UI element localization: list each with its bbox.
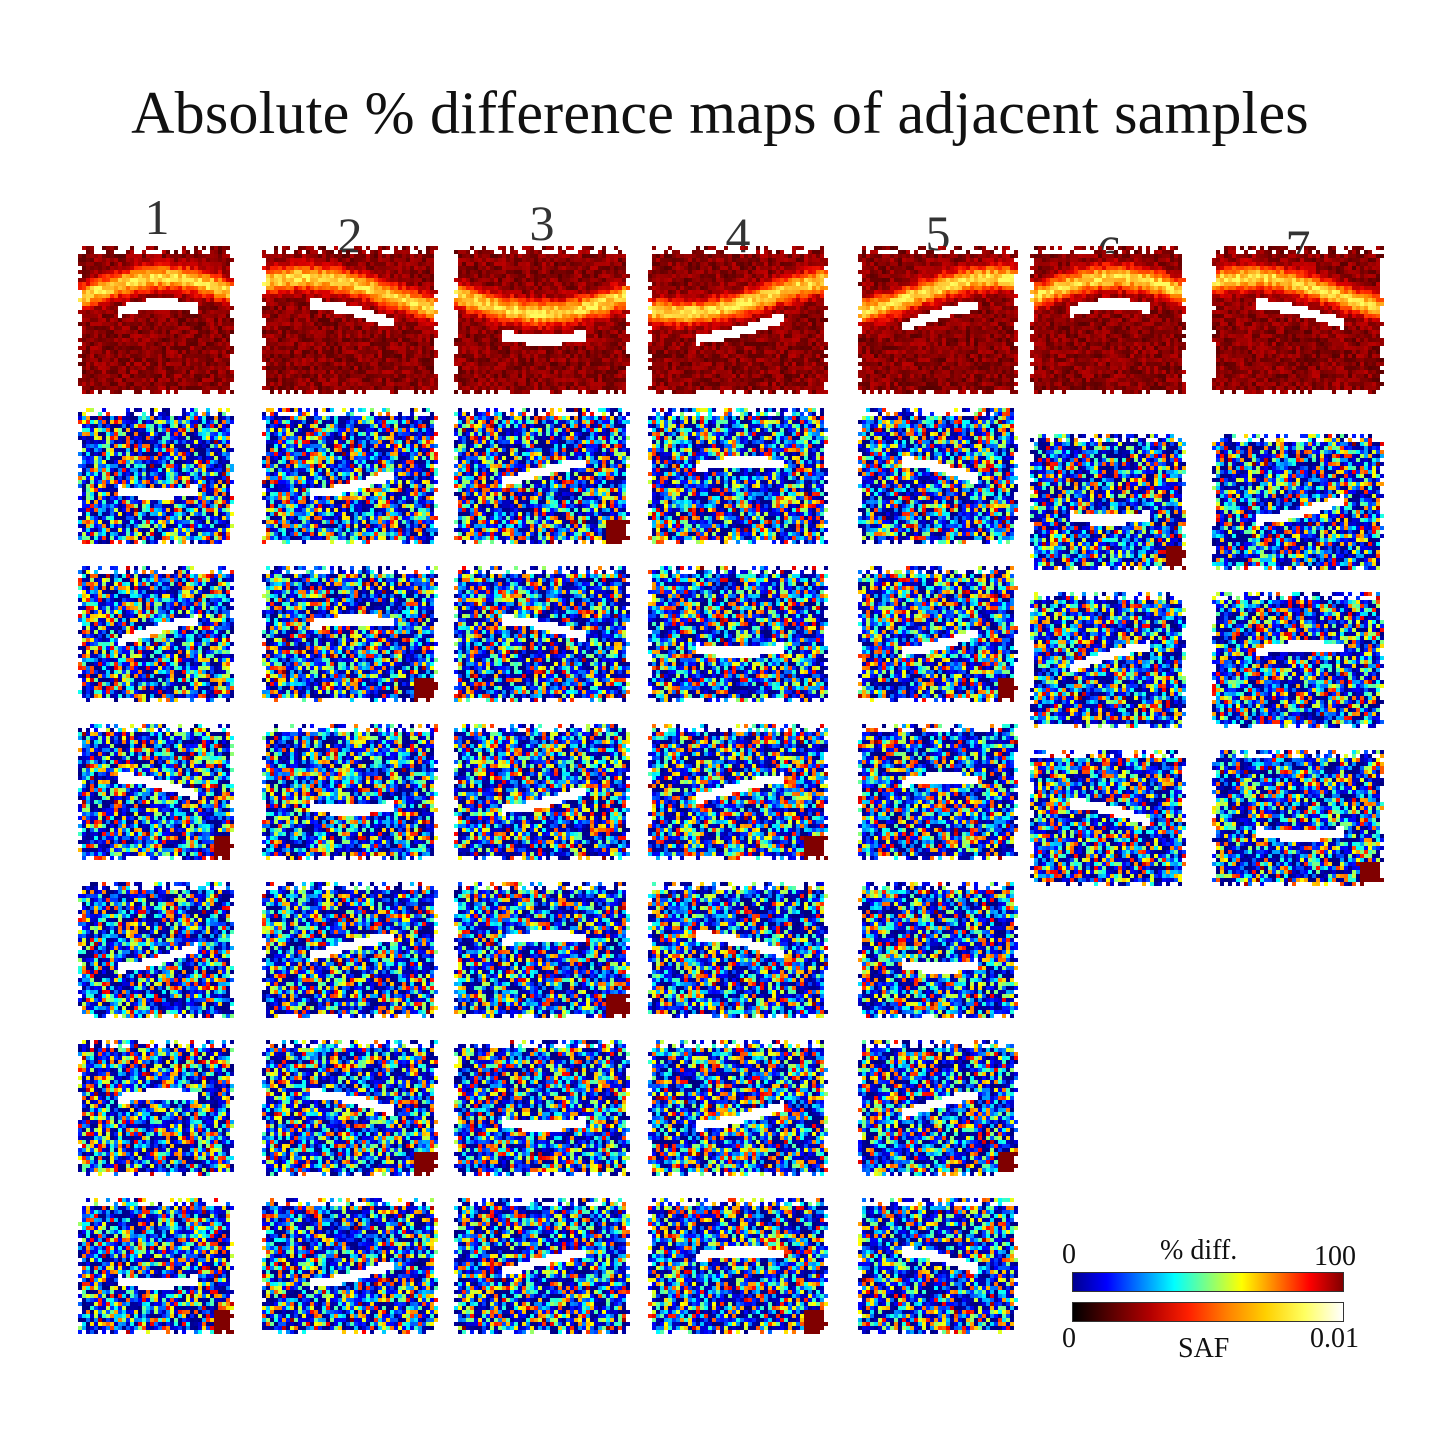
diff-map-sample-7-row-3 (1212, 592, 1384, 728)
diff-map-sample-6-row-3 (1030, 592, 1186, 728)
diff-map-sample-2-row-4 (262, 724, 438, 860)
saf-colorbar (1072, 1302, 1344, 1322)
saf-map-sample-3 (454, 246, 630, 394)
diff-map-sample-1-row-3 (78, 566, 234, 702)
column-label-1: 1 (145, 192, 170, 242)
diff-map-sample-3-row-7 (454, 1198, 630, 1334)
diff-map-sample-5-row-5 (858, 882, 1018, 1018)
saf-colorbar-max: 0.01 (1310, 1324, 1359, 1354)
diff-map-sample-5-row-2 (858, 408, 1018, 544)
diff-map-sample-4-row-6 (648, 1040, 828, 1176)
diff-map-sample-3-row-2 (454, 408, 630, 544)
diff-colorbar-label: % diff. (1160, 1236, 1237, 1266)
diff-colorbar-max: 100 (1314, 1242, 1356, 1272)
diff-colorbar (1072, 1272, 1344, 1292)
diff-map-sample-7-row-2 (1212, 434, 1384, 570)
column-label-3: 3 (530, 198, 555, 248)
diff-map-sample-4-row-4 (648, 724, 828, 860)
diff-map-sample-3-row-5 (454, 882, 630, 1018)
diff-map-sample-4-row-7 (648, 1198, 828, 1334)
diff-map-sample-1-row-6 (78, 1040, 234, 1176)
diff-map-sample-2-row-5 (262, 882, 438, 1018)
diff-map-sample-1-row-7 (78, 1198, 234, 1334)
diff-map-sample-6-row-4 (1030, 750, 1186, 886)
diff-map-sample-2-row-3 (262, 566, 438, 702)
saf-map-sample-4 (648, 246, 828, 394)
saf-map-sample-1 (78, 246, 234, 394)
diff-map-sample-5-row-6 (858, 1040, 1018, 1176)
diff-colorbar-min: 0 (1062, 1240, 1076, 1270)
diff-map-sample-2-row-6 (262, 1040, 438, 1176)
diff-map-sample-6-row-2 (1030, 434, 1186, 570)
diff-map-sample-4-row-3 (648, 566, 828, 702)
diff-map-sample-1-row-2 (78, 408, 234, 544)
diff-map-sample-4-row-2 (648, 408, 828, 544)
diff-map-sample-5-row-7 (858, 1198, 1018, 1334)
saf-map-sample-7 (1212, 246, 1384, 394)
saf-colorbar-min: 0 (1062, 1324, 1076, 1354)
diff-map-sample-3-row-6 (454, 1040, 630, 1176)
figure-title: Absolute % difference maps of adjacent s… (0, 78, 1440, 148)
diff-map-sample-1-row-4 (78, 724, 234, 860)
diff-map-sample-3-row-4 (454, 724, 630, 860)
saf-map-sample-2 (262, 246, 438, 394)
diff-map-sample-3-row-3 (454, 566, 630, 702)
saf-map-sample-6 (1030, 246, 1186, 394)
diff-map-sample-2-row-2 (262, 408, 438, 544)
diff-map-sample-2-row-7 (262, 1198, 438, 1334)
diff-map-sample-5-row-3 (858, 566, 1018, 702)
diff-map-sample-4-row-5 (648, 882, 828, 1018)
saf-colorbar-label: SAF (1178, 1334, 1229, 1364)
diff-map-sample-5-row-4 (858, 724, 1018, 860)
diff-map-sample-7-row-4 (1212, 750, 1384, 886)
saf-map-sample-5 (858, 246, 1018, 394)
column-label-4: 4 (726, 210, 751, 260)
diff-map-sample-1-row-5 (78, 882, 234, 1018)
